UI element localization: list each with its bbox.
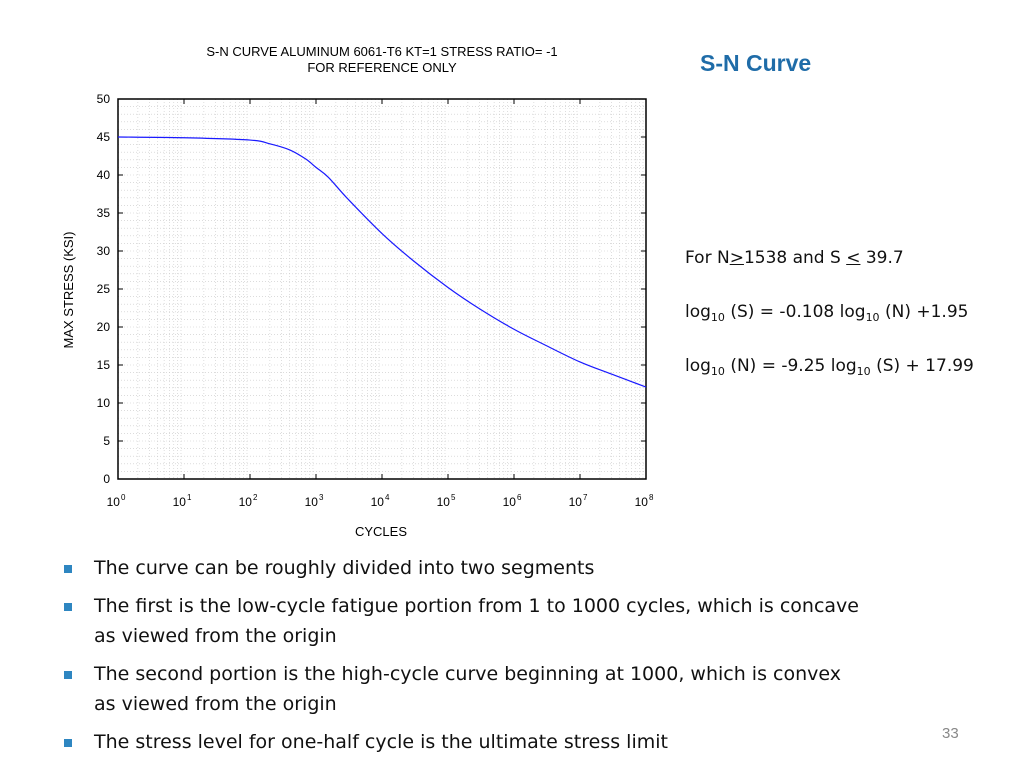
eq2-part1: (N) = -9.25 xyxy=(724,356,831,376)
le-symbol: < xyxy=(846,248,861,268)
bullet-item: The second portion is the high-cycle cur… xyxy=(62,659,862,719)
bullet-text: The stress level for one-half cycle is t… xyxy=(94,731,668,753)
log-text: log xyxy=(830,356,857,376)
y-tick-label: 5 xyxy=(103,434,110,448)
log-text: log xyxy=(685,302,711,322)
y-tick-label: 30 xyxy=(97,244,111,258)
eq2-part2: (S) + 17.99 xyxy=(870,356,974,376)
y-axis-label: MAX STRESS (KSI) xyxy=(61,231,76,348)
bullet-list: The curve can be roughly divided into tw… xyxy=(62,553,862,765)
bullet-text: The curve can be roughly divided into tw… xyxy=(94,557,595,579)
x-tick-label: 105 xyxy=(437,493,456,509)
y-tick-label: 40 xyxy=(97,168,111,182)
x-tick-label: 102 xyxy=(239,493,258,509)
bullet-text: The second portion is the high-cycle cur… xyxy=(94,663,841,715)
square-bullet-icon xyxy=(64,603,72,611)
bullet-item: The curve can be roughly divided into tw… xyxy=(62,553,862,583)
y-tick-label: 10 xyxy=(97,396,111,410)
condition-n-value: 1538 and S xyxy=(743,248,847,268)
x-tick-label: 101 xyxy=(173,493,192,509)
log-base: 10 xyxy=(710,311,725,324)
page-number: 33 xyxy=(942,725,959,742)
slide-title: S-N Curve xyxy=(700,50,812,76)
chart-subtitle: FOR REFERENCE ONLY xyxy=(307,60,457,75)
x-tick-label: 103 xyxy=(305,493,324,509)
y-tick-label: 20 xyxy=(97,320,111,334)
y-tick-label: 25 xyxy=(97,282,111,296)
square-bullet-icon xyxy=(64,565,72,573)
ge-symbol: > xyxy=(729,248,744,268)
y-tick-label: 0 xyxy=(103,472,110,486)
y-tick-label: 50 xyxy=(97,92,111,106)
x-tick-label: 107 xyxy=(569,493,588,509)
log-text: log xyxy=(685,356,711,376)
condition-s-value: 39.7 xyxy=(860,248,904,268)
axes: 0 5 10 15 20 25 30 35 40 45 50 100 101 102 103 104 105 10… xyxy=(97,92,654,509)
condition-prefix: For N xyxy=(685,248,730,268)
log-base: 10 xyxy=(865,311,880,324)
x-tick-label: 106 xyxy=(503,493,522,509)
sn-chart: S-N CURVE ALUMINUM 6061-T6 KT=1 STRESS R… xyxy=(61,44,654,539)
x-tick-label: 108 xyxy=(635,493,654,509)
eq1-part1: (S) = -0.108 xyxy=(724,302,840,322)
x-axis-label: CYCLES xyxy=(355,524,407,539)
y-tick-label: 35 xyxy=(97,206,111,220)
eq1-part2: (N) +1.95 xyxy=(879,302,969,322)
chart-title: S-N CURVE ALUMINUM 6061-T6 KT=1 STRESS R… xyxy=(206,44,557,59)
bullet-item: The stress level for one-half cycle is t… xyxy=(62,727,862,757)
validity-condition: For N>1538 and S < 39.7 xyxy=(685,248,904,268)
grid-lines xyxy=(118,98,646,480)
bullet-text: The first is the low-cycle fatigue porti… xyxy=(94,595,859,647)
plot-area xyxy=(117,136,647,388)
log-base: 10 xyxy=(856,365,871,378)
sn-curve-line xyxy=(117,136,647,388)
x-tick-label: 100 xyxy=(107,493,126,509)
log-text: log xyxy=(839,302,866,322)
x-tick-label: 104 xyxy=(371,493,390,509)
bullet-item: The first is the low-cycle fatigue porti… xyxy=(62,591,862,651)
equation-1: log10 (S) = -0.108 log10 (N) +1.95 xyxy=(685,302,969,324)
y-tick-label: 15 xyxy=(97,358,111,372)
square-bullet-icon xyxy=(64,739,72,747)
log-base: 10 xyxy=(710,365,725,378)
equation-2: log10 (N) = -9.25 log10 (S) + 17.99 xyxy=(685,356,974,378)
y-tick-label: 45 xyxy=(97,130,111,144)
square-bullet-icon xyxy=(64,671,72,679)
